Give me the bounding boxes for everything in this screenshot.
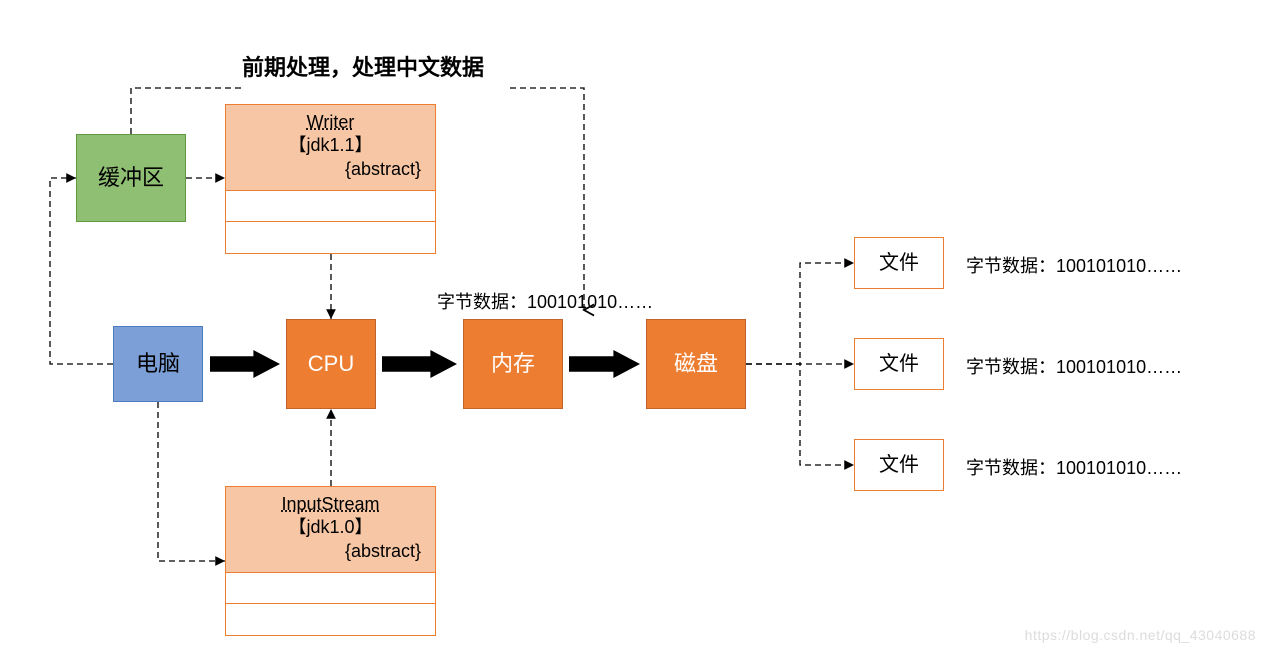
inputstream-class-name: InputStream [230, 493, 431, 516]
writer-class-row2 [226, 221, 435, 253]
file-node-1: 文件 [854, 237, 944, 289]
cpu-node: CPU [286, 319, 376, 409]
disk-to-file1 [746, 263, 854, 364]
disk-node: 磁盘 [646, 319, 746, 409]
cpu-label: CPU [308, 350, 354, 378]
byte-data-label-mid: 字节数据：100101010…… [437, 288, 653, 314]
writer-class-row1 [226, 190, 435, 222]
writer-class-version: 【jdk1.1】 [230, 134, 431, 157]
watermark: https://blog.csdn.net/qq_43040688 [1025, 627, 1256, 643]
buffer-node: 缓冲区 [76, 134, 186, 222]
computer-label: 电脑 [136, 350, 180, 378]
writer-class-stereo: {abstract} [230, 158, 431, 181]
inputstream-class-header: InputStream 【jdk1.0】 {abstract} [226, 487, 435, 572]
writer-class-box: Writer 【jdk1.1】 {abstract} [225, 104, 436, 254]
title-label: 前期处理，处理中文数据 [242, 50, 484, 82]
file-label-3: 文件 [879, 453, 919, 478]
computer-to-cpu [210, 350, 280, 378]
writer-class-name: Writer [230, 111, 431, 134]
inputstream-class-stereo: {abstract} [230, 540, 431, 563]
file-label-2: 文件 [879, 352, 919, 377]
byte-data-label-2: 字节数据：100101010…… [966, 353, 1182, 379]
file-node-2: 文件 [854, 338, 944, 390]
byte-data-label-3: 字节数据：100101010…… [966, 454, 1182, 480]
writer-class-header: Writer 【jdk1.1】 {abstract} [226, 105, 435, 190]
memory-to-disk [569, 350, 640, 378]
inputstream-class-version: 【jdk1.0】 [230, 516, 431, 539]
diagram-edges [0, 0, 1264, 649]
inputstream-class-row2 [226, 603, 435, 635]
cpu-to-memory [382, 350, 457, 378]
byte-data-label-1: 字节数据：100101010…… [966, 252, 1182, 278]
memory-label: 内存 [491, 350, 535, 378]
file-label-1: 文件 [879, 251, 919, 276]
computer-node: 电脑 [113, 326, 203, 402]
buffer-label: 缓冲区 [98, 164, 164, 192]
title-right [510, 88, 584, 310]
disk-label: 磁盘 [674, 350, 718, 378]
inputstream-class-row1 [226, 572, 435, 604]
inputstream-class-box: InputStream 【jdk1.0】 {abstract} [225, 486, 436, 636]
computer-to-inputstream [158, 402, 225, 561]
disk-to-file3 [746, 364, 854, 465]
file-node-3: 文件 [854, 439, 944, 491]
memory-node: 内存 [463, 319, 563, 409]
